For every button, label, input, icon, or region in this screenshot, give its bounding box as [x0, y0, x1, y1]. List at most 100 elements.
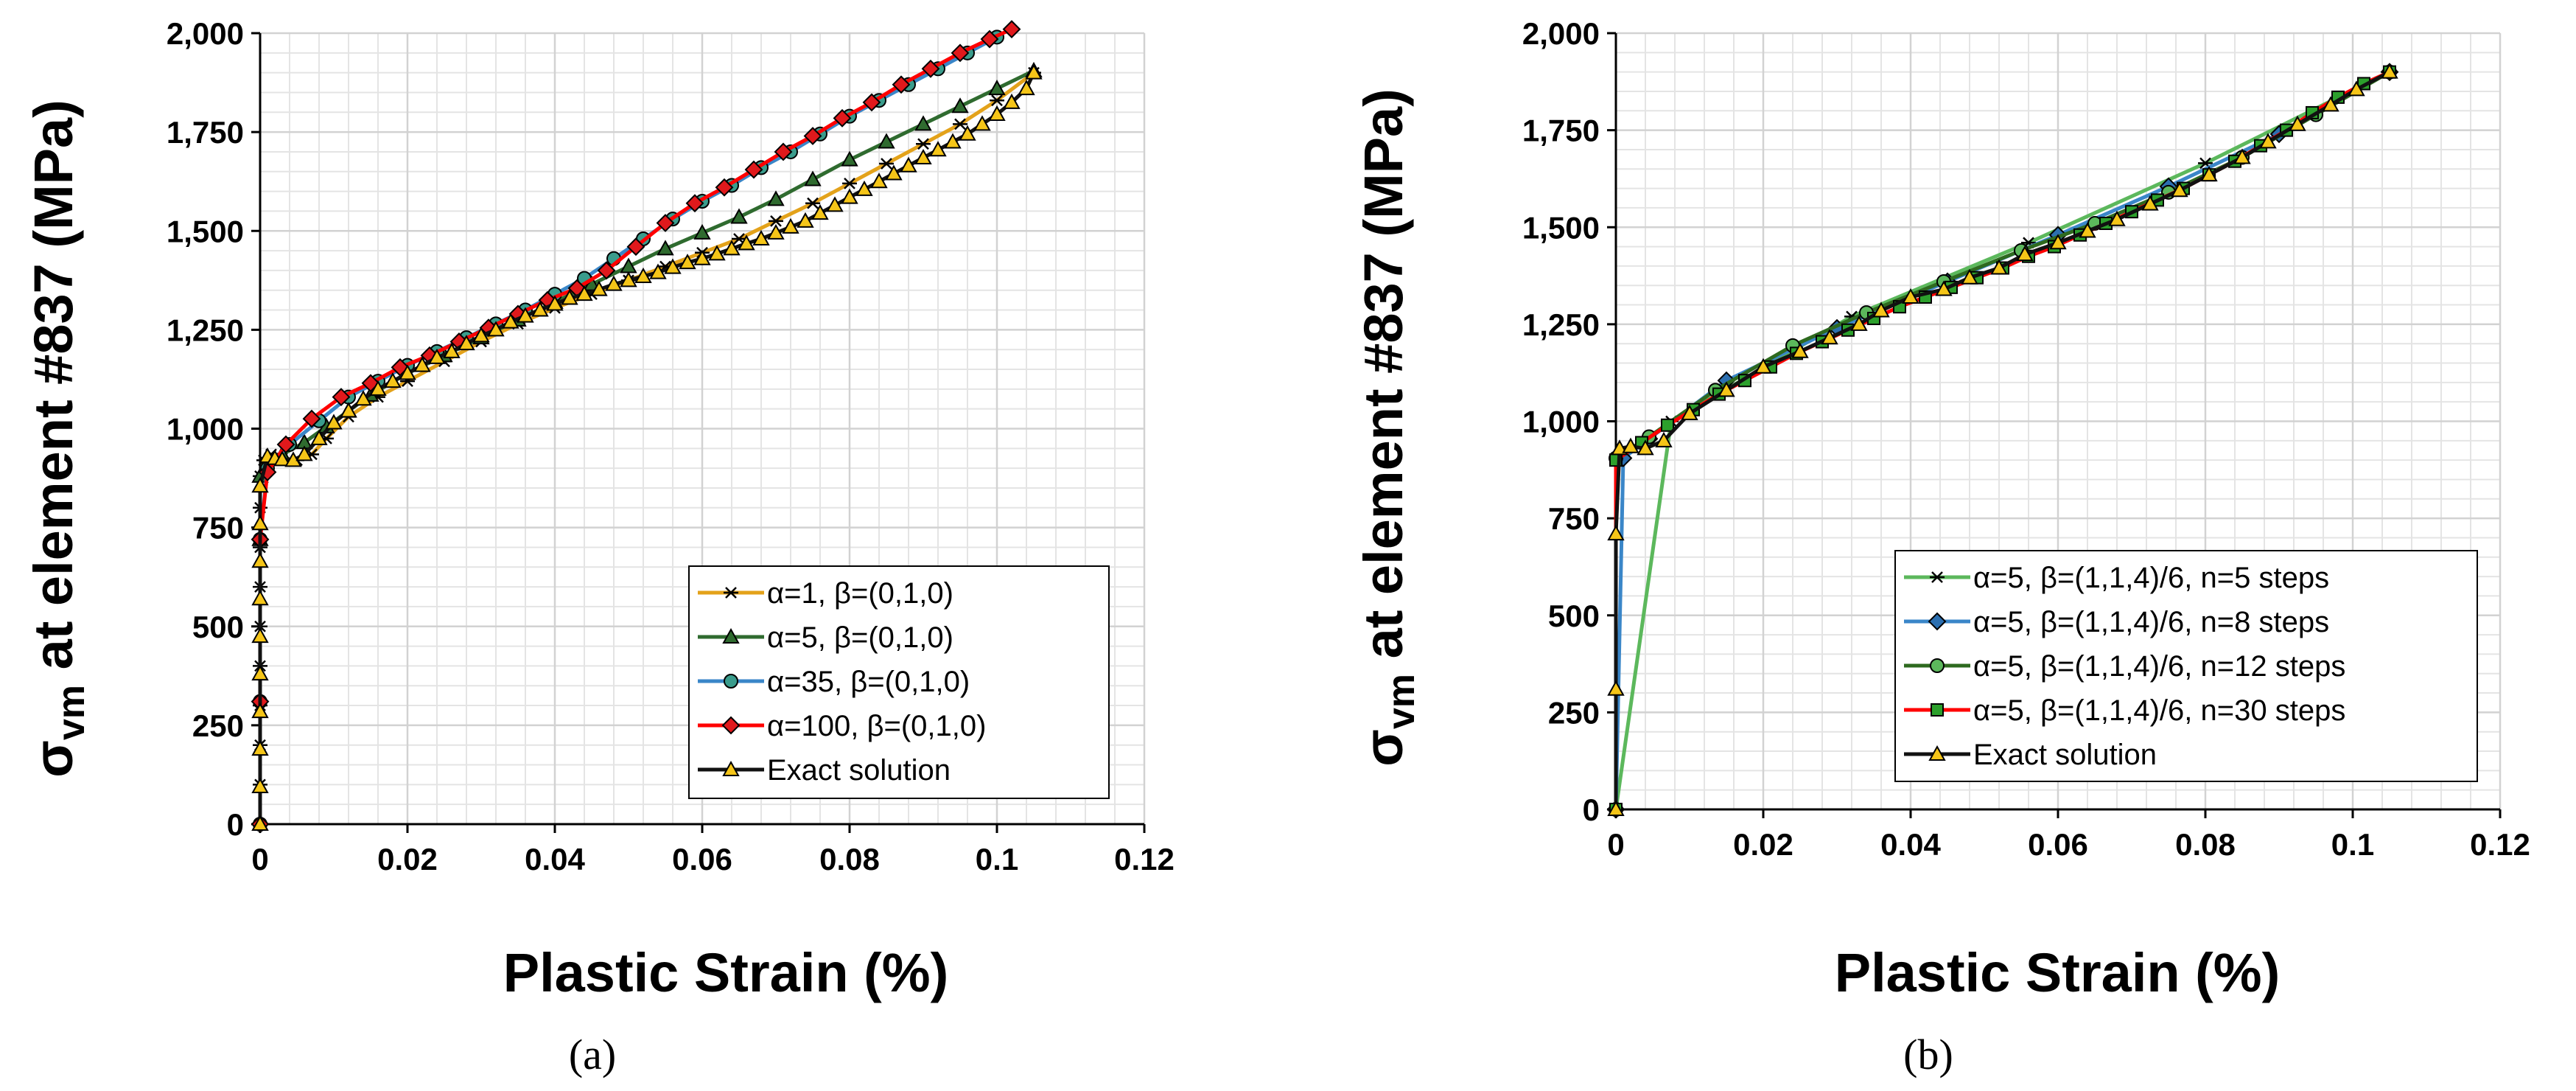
data-point	[1661, 418, 1674, 432]
chart-panel-a: 0 250 500 750 1,000 1,250 1,500 1,750 2,000 0 0.02…	[23, 16, 1175, 1078]
legend-entry: α=5, β=(0,1,0)	[767, 621, 953, 654]
y-tick-label: 1,000	[167, 412, 244, 447]
data-point	[752, 229, 770, 245]
data-point	[656, 214, 675, 232]
x-tick-label: 0.08	[2175, 827, 2236, 862]
x-tick-label: 0.1	[2331, 827, 2374, 862]
data-point	[428, 348, 446, 364]
data-point	[862, 93, 881, 112]
legend-entry: α=1, β=(0,1,0)	[767, 577, 953, 610]
y-tick-label: 1,750	[1522, 114, 1600, 148]
data-point	[744, 160, 763, 179]
data-point	[2200, 166, 2218, 182]
data-point	[354, 390, 372, 406]
data-point	[878, 133, 895, 149]
data-point	[914, 148, 932, 164]
y-tick-label: 1,000	[1522, 405, 1600, 439]
data-point	[2079, 222, 2096, 238]
data-point	[1607, 800, 1625, 816]
y-axis-title-sigma-a: σ	[23, 740, 84, 778]
data-point	[715, 178, 734, 197]
data-point	[1002, 20, 1021, 39]
data-point	[1003, 93, 1021, 109]
x-tick-label: 0.02	[1733, 827, 1793, 862]
data-point	[531, 301, 549, 317]
y-axis-title-sub-b: vm	[1380, 674, 1423, 729]
data-point	[1681, 404, 1698, 420]
data-point	[620, 271, 637, 287]
data-point	[634, 267, 652, 283]
legend-entry: Exact solution	[767, 754, 951, 787]
data-point	[2141, 195, 2159, 211]
data-point	[458, 335, 475, 351]
x-tick-label: 0.12	[2470, 827, 2530, 862]
x-tick-label: 0	[251, 842, 268, 876]
legend-marker	[1930, 571, 1945, 583]
data-point	[914, 115, 932, 131]
data-point	[685, 194, 704, 213]
data-point	[657, 240, 674, 256]
data-point	[951, 43, 970, 63]
data-point	[251, 552, 269, 568]
legend-marker	[1931, 703, 1944, 717]
data-point	[546, 295, 564, 311]
y-tick-label: 2,000	[167, 16, 244, 51]
data-point	[738, 234, 755, 251]
data-point	[295, 445, 313, 461]
data-point	[708, 245, 726, 261]
y-axis-title-b: σvm at element #837 (MPa)	[1353, 88, 1423, 767]
data-point	[916, 138, 931, 150]
data-point	[369, 380, 387, 396]
data-point	[276, 435, 295, 454]
data-point	[767, 190, 785, 206]
data-point	[1607, 680, 1625, 696]
data-point	[2289, 115, 2306, 131]
data-point	[723, 240, 741, 256]
data-point	[384, 372, 402, 388]
data-point	[951, 97, 969, 114]
data-point	[804, 170, 822, 187]
data-point	[251, 703, 269, 719]
legend-marker	[722, 627, 740, 644]
data-point	[870, 172, 888, 189]
data-point	[597, 261, 616, 280]
data-point	[251, 627, 269, 644]
data-point	[251, 477, 269, 493]
y-axis-title-rest-a: at element #837 (MPa)	[23, 100, 84, 685]
data-point	[811, 204, 829, 220]
data-point	[517, 307, 534, 323]
x-tick-label: 0.12	[1114, 842, 1175, 876]
series-b-4	[1607, 63, 2398, 816]
data-point	[693, 249, 711, 265]
data-point	[1961, 268, 1978, 285]
data-point	[325, 414, 343, 430]
data-point	[944, 133, 962, 149]
x-tick-label: 0.04	[1880, 827, 1941, 862]
series-a-4	[251, 63, 1043, 831]
data-point	[1821, 329, 1838, 345]
data-point	[575, 285, 593, 301]
data-point	[605, 275, 623, 291]
data-point	[251, 777, 269, 794]
y-tick-label: 1,250	[1522, 307, 1600, 342]
data-point	[797, 212, 814, 228]
x-axis-title-b: Plastic Strain (%)	[1835, 942, 2281, 1003]
legend-entry: α=5, β=(1,1,4)/6, n=5 steps	[1973, 562, 2329, 594]
data-point	[855, 180, 873, 196]
data-point	[626, 237, 645, 257]
series-b	[1606, 63, 2399, 819]
y-tick-label: 750	[1548, 501, 1600, 536]
data-point	[487, 321, 505, 337]
data-point	[885, 164, 903, 181]
data-point	[1637, 439, 1654, 456]
y-axis-title-sub-a: vm	[50, 685, 93, 740]
caption-b: (b)	[1903, 1031, 1953, 1078]
y-tick-label: 1,750	[167, 115, 244, 150]
y-tick-label: 500	[1548, 599, 1600, 633]
legend-entry: Exact solution	[1973, 739, 2157, 771]
data-point	[649, 263, 667, 279]
data-point	[2381, 63, 2398, 79]
data-point	[399, 364, 416, 380]
data-point	[2171, 181, 2188, 198]
legend-marker	[1928, 612, 1947, 631]
